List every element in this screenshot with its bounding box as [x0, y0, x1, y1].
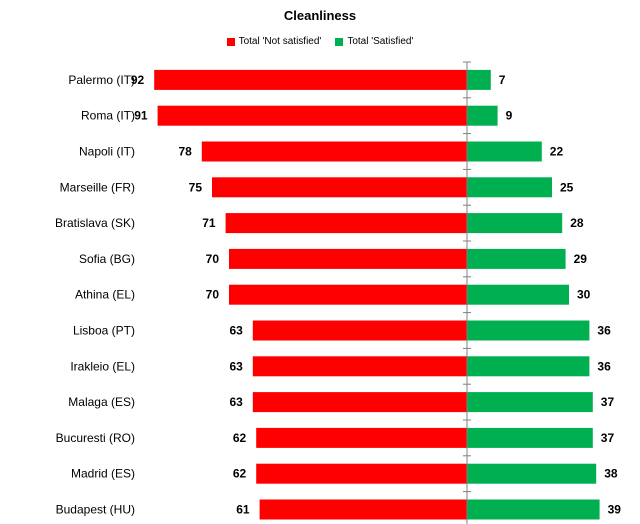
bar-satisfied — [467, 392, 593, 413]
legend-item-satisfied: Total 'Satisfied' — [335, 36, 413, 47]
category-label: Bucuresti (RO) — [56, 431, 135, 445]
data-label-satisfied: 28 — [570, 216, 584, 230]
data-label-not-satisfied: 63 — [229, 395, 243, 409]
legend-item-not-satisfied: Total 'Not satisfied' — [226, 36, 322, 47]
data-label-not-satisfied: 78 — [178, 145, 192, 159]
data-label-not-satisfied: 70 — [206, 288, 220, 302]
bar-satisfied — [467, 177, 552, 198]
legend-swatch-satisfied — [335, 37, 344, 46]
bar-not-satisfied — [229, 248, 467, 269]
legend-swatch-not-satisfied — [226, 37, 235, 46]
data-label-satisfied: 7 — [499, 73, 506, 87]
category-label: Bratislava (SK) — [55, 216, 135, 230]
bar-satisfied — [467, 213, 563, 234]
data-label-not-satisfied: 75 — [189, 180, 203, 194]
category-label: Roma (IT) — [81, 109, 135, 123]
data-label-satisfied: 22 — [550, 145, 564, 159]
bar-not-satisfied — [225, 213, 467, 234]
bar-not-satisfied — [259, 499, 467, 520]
bar-not-satisfied — [212, 177, 467, 198]
bar-not-satisfied — [256, 427, 467, 448]
data-label-not-satisfied: 63 — [229, 359, 243, 373]
bar-satisfied — [467, 248, 566, 269]
bar-satisfied — [467, 356, 590, 377]
category-label: Lisboa (PT) — [73, 324, 135, 338]
data-label-satisfied: 36 — [597, 324, 611, 338]
bar-not-satisfied — [252, 356, 467, 377]
data-label-satisfied: 30 — [577, 288, 591, 302]
data-label-satisfied: 25 — [560, 180, 574, 194]
data-label-not-satisfied: 62 — [233, 431, 247, 445]
chart-legend: Total 'Not satisfied' Total 'Satisfied' — [0, 36, 640, 47]
data-label-satisfied: 37 — [601, 431, 615, 445]
category-label: Marseille (FR) — [60, 180, 135, 194]
category-label: Sofia (BG) — [79, 252, 135, 266]
bar-satisfied — [467, 320, 590, 341]
bar-not-satisfied — [252, 320, 467, 341]
data-label-satisfied: 38 — [604, 467, 618, 481]
chart-title: Cleanliness — [283, 8, 357, 23]
data-label-not-satisfied: 61 — [236, 503, 250, 517]
bar-satisfied — [467, 105, 498, 126]
bar-satisfied — [467, 499, 600, 520]
bar-satisfied — [467, 463, 597, 484]
bar-not-satisfied — [229, 284, 467, 305]
data-label-not-satisfied: 92 — [131, 73, 145, 87]
bar-not-satisfied — [154, 69, 467, 90]
bar-not-satisfied — [157, 105, 467, 126]
bar-satisfied — [467, 284, 569, 305]
data-label-not-satisfied: 62 — [233, 467, 247, 481]
data-label-satisfied: 37 — [601, 395, 615, 409]
category-label: Irakleio (EL) — [70, 359, 135, 373]
category-label: Malaga (ES) — [68, 395, 135, 409]
data-label-satisfied: 36 — [597, 359, 611, 373]
category-label: Palermo (IT) — [68, 73, 135, 87]
data-label-not-satisfied: 70 — [206, 252, 220, 266]
bar-satisfied — [467, 141, 542, 162]
data-label-satisfied: 39 — [608, 503, 622, 517]
bar-satisfied — [467, 427, 593, 448]
category-label: Budapest (HU) — [56, 503, 135, 517]
bar-not-satisfied — [201, 141, 468, 162]
bar-not-satisfied — [256, 463, 467, 484]
data-label-not-satisfied: 71 — [202, 216, 216, 230]
data-label-satisfied: 9 — [506, 109, 513, 123]
legend-label-not-satisfied: Total 'Not satisfied' — [238, 36, 322, 47]
data-label-not-satisfied: 91 — [134, 109, 148, 123]
category-label: Napoli (IT) — [79, 145, 135, 159]
category-label: Madrid (ES) — [71, 467, 135, 481]
data-label-not-satisfied: 63 — [229, 324, 243, 338]
bar-not-satisfied — [252, 392, 467, 413]
bar-satisfied — [467, 69, 491, 90]
category-label: Athina (EL) — [75, 288, 135, 302]
data-label-satisfied: 29 — [574, 252, 588, 266]
legend-label-satisfied: Total 'Satisfied' — [347, 36, 414, 47]
